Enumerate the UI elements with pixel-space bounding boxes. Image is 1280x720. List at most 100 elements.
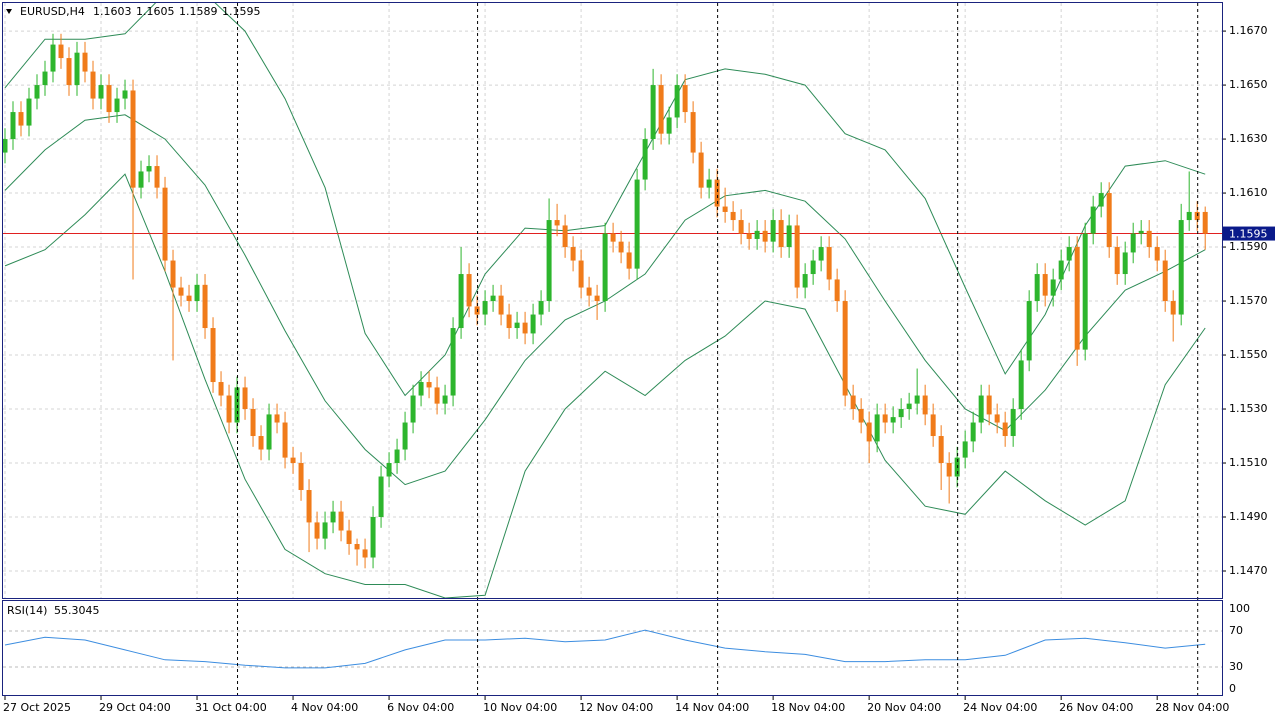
candle-body [1146,230,1152,248]
candle-body [986,395,992,415]
symbol: EURUSD,H4 [20,5,85,18]
candle-body [546,220,552,302]
candle-body [850,395,856,410]
candle-body [370,517,376,558]
candle-body [786,225,792,248]
candle-body [210,328,216,383]
candle-body [354,544,360,550]
candle-body [434,387,440,404]
candle-body [26,98,32,126]
x-tick-label: 18 Nov 04:00 [771,701,845,714]
candle-body [962,441,968,458]
candle-body [674,85,680,118]
x-tick-label: 10 Nov 04:00 [483,701,557,714]
candle-body [130,90,136,188]
candle-body [194,284,200,302]
y-tick-label: 1.1670 [1229,24,1268,37]
candle-body [1050,279,1056,296]
candle-body [978,395,984,423]
candle-body [802,274,808,288]
candle-body [594,295,600,302]
candle-body [322,522,328,539]
candle-body [514,322,520,329]
y-tick-label: 1.1590 [1229,240,1268,253]
x-tick-label: 14 Nov 04:00 [675,701,749,714]
candle-body [170,260,176,288]
candle-body [378,476,384,518]
candle-body [338,511,344,531]
candle-body [74,52,80,86]
candle-body [458,274,464,329]
candle-body [706,179,712,188]
candle-body [298,463,304,491]
y-tick-label: 1.1630 [1229,132,1268,145]
candle-body [330,511,336,523]
candle-body [3,139,8,153]
candle-body [314,522,320,539]
candle-body [714,179,720,207]
candle-body [650,85,656,140]
candle-body [994,414,1000,423]
candle-body [866,422,872,442]
candle-body [738,220,744,234]
candle-body [562,225,568,248]
candle-body [834,279,840,302]
x-tick-label: 12 Nov 04:00 [579,701,653,714]
candle-body [634,179,640,269]
candle-body [770,220,776,242]
x-tick-label: 4 Nov 04:00 [291,701,358,714]
candle-body [1138,230,1144,234]
candle-body [898,409,904,418]
price-frame [2,2,1223,599]
y-tick-label: 1.1650 [1229,78,1268,91]
x-tick-label: 29 Oct 04:00 [99,701,171,714]
y-tick-label: 1.1550 [1229,348,1268,361]
candle-body [466,274,472,307]
candle-body [858,409,864,423]
candle-body [778,220,784,248]
price-pane [3,3,1222,598]
candle-body [138,171,144,188]
header-high: 1.1605 [136,5,175,18]
y-tick-label: 1.1510 [1229,456,1268,469]
candle-body [938,436,944,464]
candle-body [114,98,120,113]
candle-body [810,260,816,275]
x-tick-label: 31 Oct 04:00 [195,701,267,714]
menu-arrow[interactable] [6,9,12,14]
candle-body [234,387,240,423]
candle-body [1066,247,1072,261]
price-box [1223,226,1275,241]
candle-body [698,152,704,188]
candle-body [1042,274,1048,296]
candle-body [1178,220,1184,315]
x-tick-label: 27 Oct 2025 [3,701,71,714]
candle-body [10,112,16,140]
candle-body [554,220,560,226]
rsi-current: 55.3045 [54,604,100,617]
price-box-label: 1.1595 [1229,228,1268,241]
y-tick-label: 1.1570 [1229,294,1268,307]
candle-body [602,233,608,302]
candle-body [626,252,632,269]
x-tick-label: 24 Nov 04:00 [963,701,1037,714]
axes: 1.1470 1.1490 1.1510 1.1530 1.1550 1.1570 1.15… [3,3,1275,714]
candle-body [106,85,112,113]
rsi-tick-label: 30 [1229,660,1243,673]
candle-body [186,295,192,302]
candle-body [842,301,848,396]
candle-body [90,71,96,99]
candle-body [122,90,128,99]
candle-body [282,422,288,458]
candle-body [362,549,368,558]
candle-body [570,247,576,261]
header-open: 1.1603 [93,5,132,18]
rsi-tick-label: 70 [1229,624,1243,637]
y-tick-label: 1.1470 [1229,564,1268,577]
candle-body [1154,247,1160,261]
candle-body [730,211,736,221]
rsi-label: RSI(14) [7,604,47,617]
candle-body [1074,247,1080,350]
candle-body [498,295,504,315]
candle-body [922,395,928,415]
